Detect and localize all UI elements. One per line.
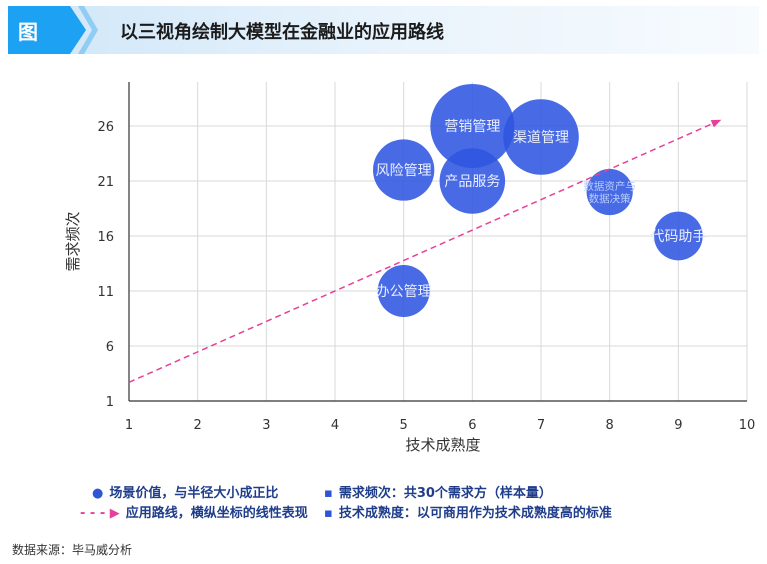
x-tick-label: 10 <box>739 418 756 433</box>
legend-marker-maturity: ▪ <box>324 506 333 521</box>
x-tick-label: 6 <box>468 418 476 433</box>
bubble-label: 数据资产与数据决策 <box>583 179 636 205</box>
bubble-label-line: 渠道管理 <box>513 130 569 146</box>
legend-item-route: - - - ▶ 应用路线，横纵坐标的线性表现 <box>80 502 308 521</box>
chart-title: 以三视角绘制大模型在金融业的应用路线 <box>120 22 444 43</box>
legend-item-bubble: ● 场景价值，与半径大小成正比 <box>92 482 278 501</box>
legend-text-demand: 需求频次：共30个需求方（样本量） <box>338 486 552 501</box>
x-tick-label: 9 <box>674 418 682 433</box>
x-axis-label: 技术成熟度 <box>405 436 480 454</box>
bubble-point <box>586 168 633 216</box>
bubble-label-line: 办公管理 <box>376 284 432 300</box>
bubble-point <box>439 148 506 214</box>
legend-marker-demand: ▪ <box>324 486 333 501</box>
legend-text-route: 应用路线，横纵坐标的线性表现 <box>125 506 308 521</box>
x-tick-label: 5 <box>400 418 408 433</box>
y-axis-label: 需求频次 <box>64 211 82 271</box>
bubble-point <box>377 264 430 318</box>
legend-marker-route: - - - ▶ <box>80 506 120 521</box>
bubble-label-line: 风险管理 <box>376 163 432 179</box>
bubble-label-line: 数据决策 <box>589 192 631 205</box>
legend-item-maturity: ▪ 技术成熟度：以可商用作为技术成熟度高的标准 <box>324 502 612 521</box>
legend-text-maturity: 技术成熟度：以可商用作为技术成熟度高的标准 <box>338 506 612 521</box>
bubble-label-line: 营销管理 <box>444 119 500 135</box>
bubble-point <box>373 139 435 201</box>
x-tick-label: 8 <box>606 418 614 433</box>
bubble-label: 产品服务 <box>444 174 500 190</box>
bubble-point <box>653 211 703 261</box>
y-tick-label: 11 <box>97 285 114 300</box>
x-tick-label: 4 <box>331 418 339 433</box>
bubble-label: 渠道管理 <box>513 130 569 146</box>
trend-line <box>128 119 722 383</box>
legend-item-demand: ▪ 需求频次：共30个需求方（样本量） <box>324 482 552 501</box>
bubble-label: 办公管理 <box>376 284 432 300</box>
bubble-label-line: 数据资产与 <box>583 179 636 192</box>
bubble-label-line: 产品服务 <box>444 174 500 190</box>
bubble-point <box>430 84 515 168</box>
y-tick-label: 16 <box>97 230 114 245</box>
bubble-chart: 1 2 3 4 5 6 7 8 9 101611162126技术成熟度需求频次营销管理渠道管理风险… <box>64 82 756 454</box>
bubble-label: 代码助手 <box>650 229 706 245</box>
figure-tag: 图 <box>8 6 86 54</box>
y-tick-label: 6 <box>106 340 114 355</box>
x-tick-label: 3 <box>262 418 270 433</box>
legend-marker-bubble: ● <box>92 486 104 501</box>
y-tick-label: 1 <box>106 395 114 410</box>
header-banner: 图 以三视角绘制大模型在金融业的应用路线 <box>8 6 759 54</box>
legend-text-bubble: 场景价值，与半径大小成正比 <box>109 486 279 501</box>
x-tick-label: 2 <box>194 418 202 433</box>
bubble-label: 营销管理 <box>444 119 500 135</box>
figure-tag-label: 图 <box>18 20 38 44</box>
bubble-label: 风险管理 <box>376 163 432 179</box>
x-tick-label: 1 <box>125 418 133 433</box>
y-tick-label: 26 <box>97 120 114 135</box>
bubble-point <box>503 99 579 175</box>
bubble-label-line: 代码助手 <box>650 229 706 245</box>
x-tick-label: 7 <box>537 418 545 433</box>
y-tick-label: 21 <box>97 175 114 190</box>
data-source: 数据来源：毕马威分析 <box>12 543 133 557</box>
